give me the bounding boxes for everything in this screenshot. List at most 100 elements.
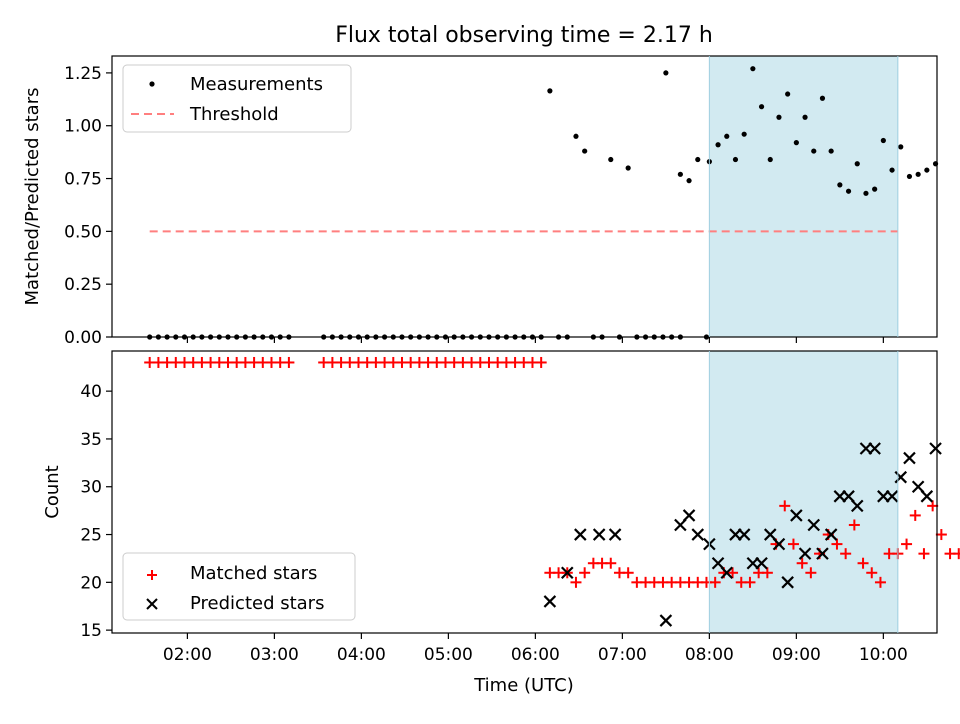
measurement-point [741,131,747,137]
bottom-y-tick-label: 30 [80,478,102,498]
matched-star-point [744,576,756,588]
measurement-point [776,114,782,120]
measurement-point [880,137,886,144]
measurement-point [663,70,669,76]
predicted-star-point [929,442,942,455]
predicted-star-point [903,451,916,465]
predicted-star-point [720,566,734,580]
matched-star-point [727,567,739,579]
predicted-star-point [798,547,812,560]
matched-star-point [874,576,886,588]
matched-star-point [787,538,799,550]
measurement-point [732,156,739,163]
measurement-point [924,167,930,173]
top-shaded-region [709,56,898,337]
matched-star-point [901,538,913,550]
predicted-star-point [885,490,899,503]
measurement-point [582,148,588,154]
measurement-point [677,171,683,177]
legend-matched-marker [147,570,157,580]
matched-star-point [935,529,947,541]
measurement-point [547,88,553,94]
measurement-point [750,66,756,72]
x-tick-label: 07:00 [598,645,647,665]
measurement-point [715,142,721,148]
measurement-point [811,148,817,154]
x-tick-label: 05:00 [424,645,473,665]
predicted-star-point [659,614,673,627]
predicted-star-point [691,528,705,541]
measurement-point [573,133,579,139]
matched-star-point [761,567,773,579]
matched-star-point [848,519,860,531]
predicted-star-point [790,509,803,522]
matched-star-point [605,557,617,569]
top-axis-ticks: 0.00 0.25 0.50 0.75 1.00 1.25 [64,64,884,348]
predicted-star-point [772,537,786,551]
legend-matched-label: Matched stars [190,563,317,584]
matched-stars-points [144,356,960,588]
bottom-y-tick-label: 35 [80,430,102,450]
top-y-tick-label: 0.00 [64,328,102,348]
measurement-point [906,173,913,180]
legend-threshold-label: Threshold [189,104,279,125]
measurement-point [819,95,826,101]
matched-star-point [779,500,791,512]
bottom-axis-ticks: 15 20 25 30 35 40 02:00 03:00 04:00 05:00 06:00 07:… [80,382,907,665]
matched-star-point [909,509,921,521]
matched-star-point [622,567,634,579]
legend-measurements-marker [149,81,155,87]
measurement-point [854,161,860,167]
measurement-point [625,165,631,171]
bottom-y-tick-label: 20 [80,573,102,593]
predicted-star-point [608,528,622,541]
chart-title: Flux total observing time = 2.17 h [335,23,713,48]
predicted-star-point [737,528,751,541]
measurement-point [758,104,765,110]
predicted-star-point [574,528,587,541]
matched-star-point [857,557,869,569]
legend-measurements-label: Measurements [190,74,323,95]
predicted-star-point [816,547,829,560]
measurement-point [724,133,730,139]
x-tick-label: 10:00 [859,645,908,665]
x-tick-label: 08:00 [685,645,734,665]
measurement-point [837,182,843,188]
bottom-y-tick-label: 25 [80,526,102,546]
measurement-point [915,171,921,177]
matched-star-point [840,548,852,560]
predicted-star-point [543,595,557,608]
bottom-plot-frame [111,350,938,634]
predicted-star-point [755,556,768,570]
legend-predicted-marker [146,598,158,610]
bottom-legend: Matched stars Predicted stars [122,552,356,621]
predicted-star-point [894,470,908,484]
x-tick-label: 03:00 [250,645,299,665]
measurement-point [785,91,791,97]
predicted-star-point [592,528,606,541]
bottom-shaded-region [709,351,898,633]
matched-star-point [918,548,930,560]
top-legend: Measurements Threshold [122,64,352,133]
matched-star-point [579,567,591,579]
predicted-star-point [781,576,794,589]
matched-star-point [709,576,721,588]
top-y-tick-label: 0.25 [64,275,102,295]
measurement-point [898,144,904,150]
bottom-y-tick-label: 40 [80,382,102,402]
matched-star-point [831,538,843,550]
measurement-point [802,114,808,120]
x-tick-label: 04:00 [337,645,386,665]
matched-star-point [570,576,582,588]
predicted-stars-points [543,442,942,627]
measurement-point [872,186,878,192]
matched-star-point [927,500,939,512]
legend-predicted-label: Predicted stars [190,593,324,614]
x-axis-label: Time (UTC) [473,675,574,696]
top-panel: 0.00 0.25 0.50 0.75 1.00 1.25 Matched/Predict… [22,55,939,348]
matched-star-point [796,557,808,569]
top-y-tick-label: 0.50 [64,222,102,242]
matched-star-point [283,356,295,368]
top-y-tick-label: 1.00 [64,117,102,137]
measurement-point [608,156,614,163]
